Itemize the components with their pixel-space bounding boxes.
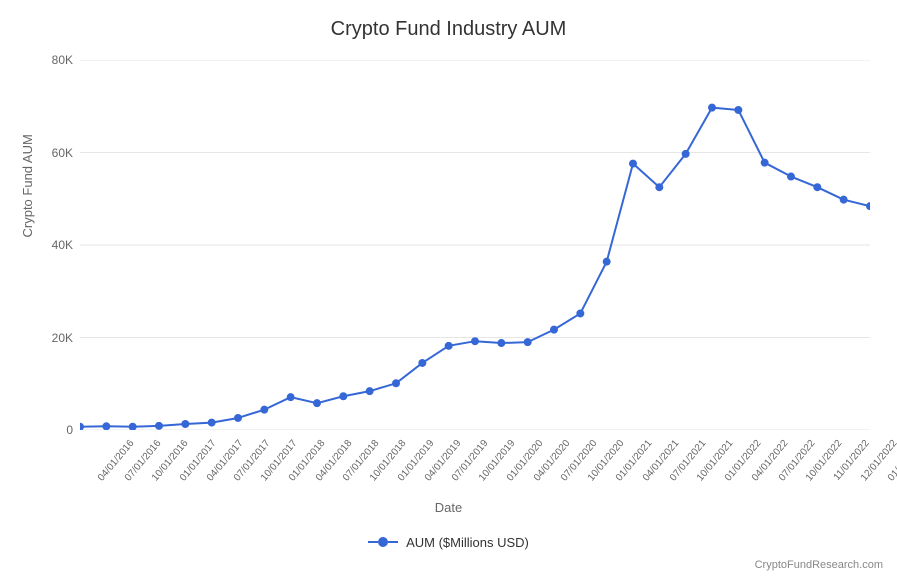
y-tick: 60K [23,146,73,160]
y-tick: 20K [23,331,73,345]
legend-marker [368,537,398,547]
plot-area [80,60,870,430]
line-chart-svg [80,60,870,430]
x-axis-title: Date [0,500,897,515]
chart-title: Crypto Fund Industry AUM [0,18,897,41]
y-tick: 0 [23,423,73,437]
chart-container: Crypto Fund Industry AUM Crypto Fund AUM… [0,0,897,583]
legend: AUM ($Millions USD) [0,530,897,550]
y-tick: 80K [23,53,73,67]
y-tick: 40K [23,238,73,252]
legend-label: AUM ($Millions USD) [406,535,529,550]
attribution: CryptoFundResearch.com [755,559,883,571]
